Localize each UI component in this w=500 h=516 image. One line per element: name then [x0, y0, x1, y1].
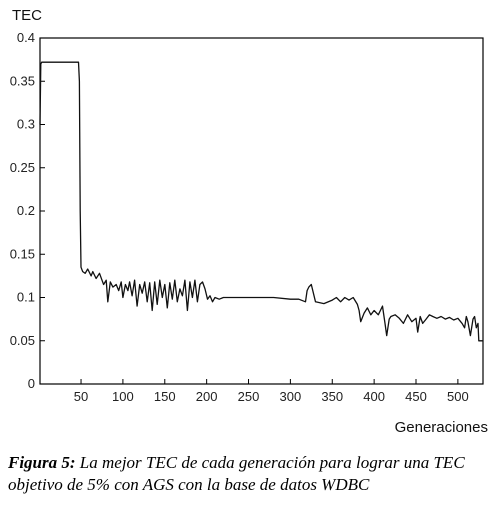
- x-tick-label: 100: [112, 389, 134, 404]
- series-line: [39, 61, 483, 342]
- x-tick-label: 400: [363, 389, 385, 404]
- chart: TEC Generaciones 00.050.10.150.20.250.30…: [10, 7, 488, 436]
- x-axis-title: Generaciones: [395, 419, 488, 436]
- x-tick-label: 450: [405, 389, 427, 404]
- x-tick-label: 200: [196, 389, 218, 404]
- y-tick-label: 0.2: [17, 203, 35, 218]
- y-tick-label: 0.05: [10, 333, 35, 348]
- y-axis: 0 0.05 0.1 0.15 0.2 0.25 0.3 0.35 0.4: [10, 30, 45, 391]
- y-tick-label: 0.1: [17, 290, 35, 305]
- x-axis: 50 100 150 200 250 300 350 400 450 500: [74, 379, 469, 404]
- figure-caption: Figura 5: La mejor TEC de cada generació…: [8, 452, 494, 496]
- y-axis-title: TEC: [12, 7, 42, 24]
- caption-text: La mejor TEC de cada generación para log…: [8, 453, 465, 494]
- x-tick-label: 300: [280, 389, 302, 404]
- x-tick-label: 250: [238, 389, 260, 404]
- x-tick-label: 50: [74, 389, 88, 404]
- y-tick-label: 0.15: [10, 246, 35, 261]
- y-tick-label: 0.4: [17, 30, 35, 45]
- plot-area-frame: [39, 37, 484, 385]
- y-tick-label: 0.25: [10, 160, 35, 175]
- x-tick-label: 350: [321, 389, 343, 404]
- caption-label: Figura 5:: [8, 453, 76, 472]
- y-tick-label: 0.35: [10, 73, 35, 88]
- y-tick-label: 0: [28, 376, 35, 391]
- x-tick-label: 150: [154, 389, 176, 404]
- y-tick-label: 0.3: [17, 117, 35, 132]
- x-tick-label: 500: [447, 389, 469, 404]
